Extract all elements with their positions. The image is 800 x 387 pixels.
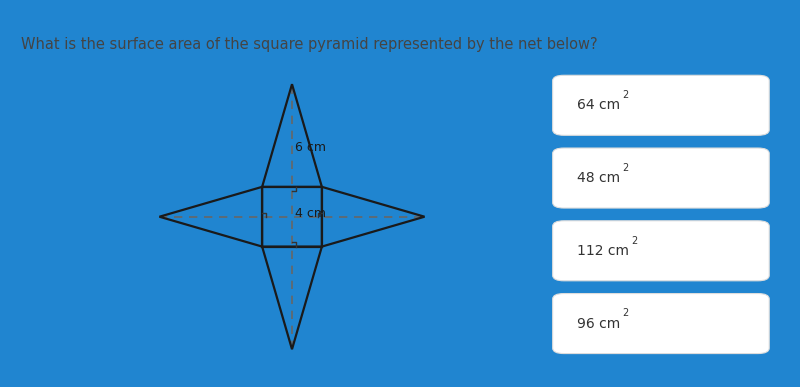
FancyBboxPatch shape [553, 75, 770, 135]
FancyBboxPatch shape [554, 66, 769, 368]
Text: 48 cm: 48 cm [578, 171, 621, 185]
Text: 2: 2 [622, 163, 629, 173]
FancyBboxPatch shape [553, 293, 770, 354]
Text: 2: 2 [632, 236, 638, 246]
Text: 96 cm: 96 cm [578, 317, 621, 330]
FancyBboxPatch shape [553, 148, 770, 208]
FancyBboxPatch shape [553, 221, 770, 281]
Text: 64 cm: 64 cm [578, 98, 621, 112]
Text: 2: 2 [622, 308, 629, 319]
Text: 4 cm: 4 cm [295, 207, 326, 220]
Text: 112 cm: 112 cm [578, 244, 630, 258]
Text: What is the surface area of the square pyramid represented by the net below?: What is the surface area of the square p… [22, 37, 598, 52]
Text: 6 cm: 6 cm [295, 141, 326, 154]
Text: 2: 2 [622, 90, 629, 100]
